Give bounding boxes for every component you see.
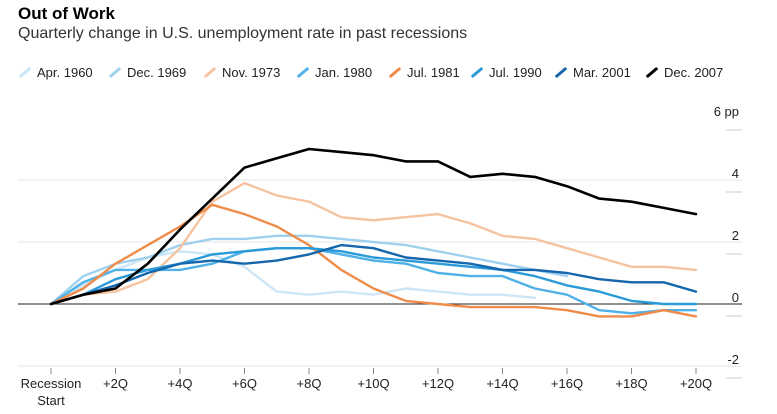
legend-item: Apr. 1960 (18, 63, 93, 81)
y-tick-label: 4 (732, 166, 739, 181)
legend-label: Jul. 1981 (407, 64, 460, 80)
series-line (49, 147, 698, 306)
y-tick-label: 6 pp (714, 104, 739, 119)
x-tick-label: +20Q (680, 376, 712, 391)
series-dec-2007 (49, 147, 698, 306)
x-tick-label: +8Q (297, 376, 322, 391)
legend-item: Nov. 1973 (203, 63, 280, 81)
gridlines (18, 179, 742, 367)
series-line (49, 181, 698, 306)
x-tick-label: +16Q (551, 376, 583, 391)
legend-label: Mar. 2001 (573, 64, 631, 80)
series-line (49, 250, 536, 306)
x-tick-label: +12Q (422, 376, 454, 391)
legend: Apr. 1960 Dec. 1969 Nov. 1973 Jan. 1980 Jul.… (18, 63, 777, 81)
x-tick-label: +2Q (103, 376, 128, 391)
legend-item: Jul. 1981 (388, 63, 460, 81)
chart-subtitle: Quarterly change in U.S. unemployment ra… (18, 25, 468, 42)
legend-label: Dec. 2007 (664, 64, 724, 80)
legend-item: Dec. 1969 (108, 63, 186, 81)
y-tick-label: 0 (732, 290, 739, 305)
y-axis: 6 pp 4 2 0 -2 (714, 104, 742, 379)
legend-item: Mar. 2001 (554, 63, 631, 81)
chart-title: Out of Work (18, 4, 115, 23)
series-layer (49, 147, 698, 318)
legend-label: Dec. 1969 (127, 64, 187, 80)
legend-label: Nov. 1973 (222, 64, 281, 80)
x-tick-label-line2: Start (37, 393, 65, 408)
x-tick-label: +4Q (168, 376, 193, 391)
series-mar-2001 (49, 243, 698, 306)
legend-label: Jul. 1990 (489, 64, 542, 80)
legend-item: Jan. 1980 (296, 63, 372, 81)
legend-item: Dec. 2007 (645, 63, 723, 81)
x-tick-label: +6Q (232, 376, 257, 391)
x-tick-label: +18Q (615, 376, 647, 391)
x-axis: Recession Start +2Q +4Q +6Q +8Q +10Q +12Q +14Q +1… (21, 368, 712, 408)
x-tick-label: Recession (21, 376, 82, 391)
y-tick-label: 2 (732, 228, 739, 243)
legend-label: Apr. 1960 (37, 64, 93, 80)
legend-label: Jan. 1980 (315, 64, 373, 80)
legend-item: Jul. 1990 (470, 63, 542, 81)
x-tick-label: +10Q (357, 376, 389, 391)
series-nov-1973 (49, 181, 698, 306)
y-tick-label: -2 (727, 352, 739, 367)
x-tick-label: +14Q (486, 376, 518, 391)
